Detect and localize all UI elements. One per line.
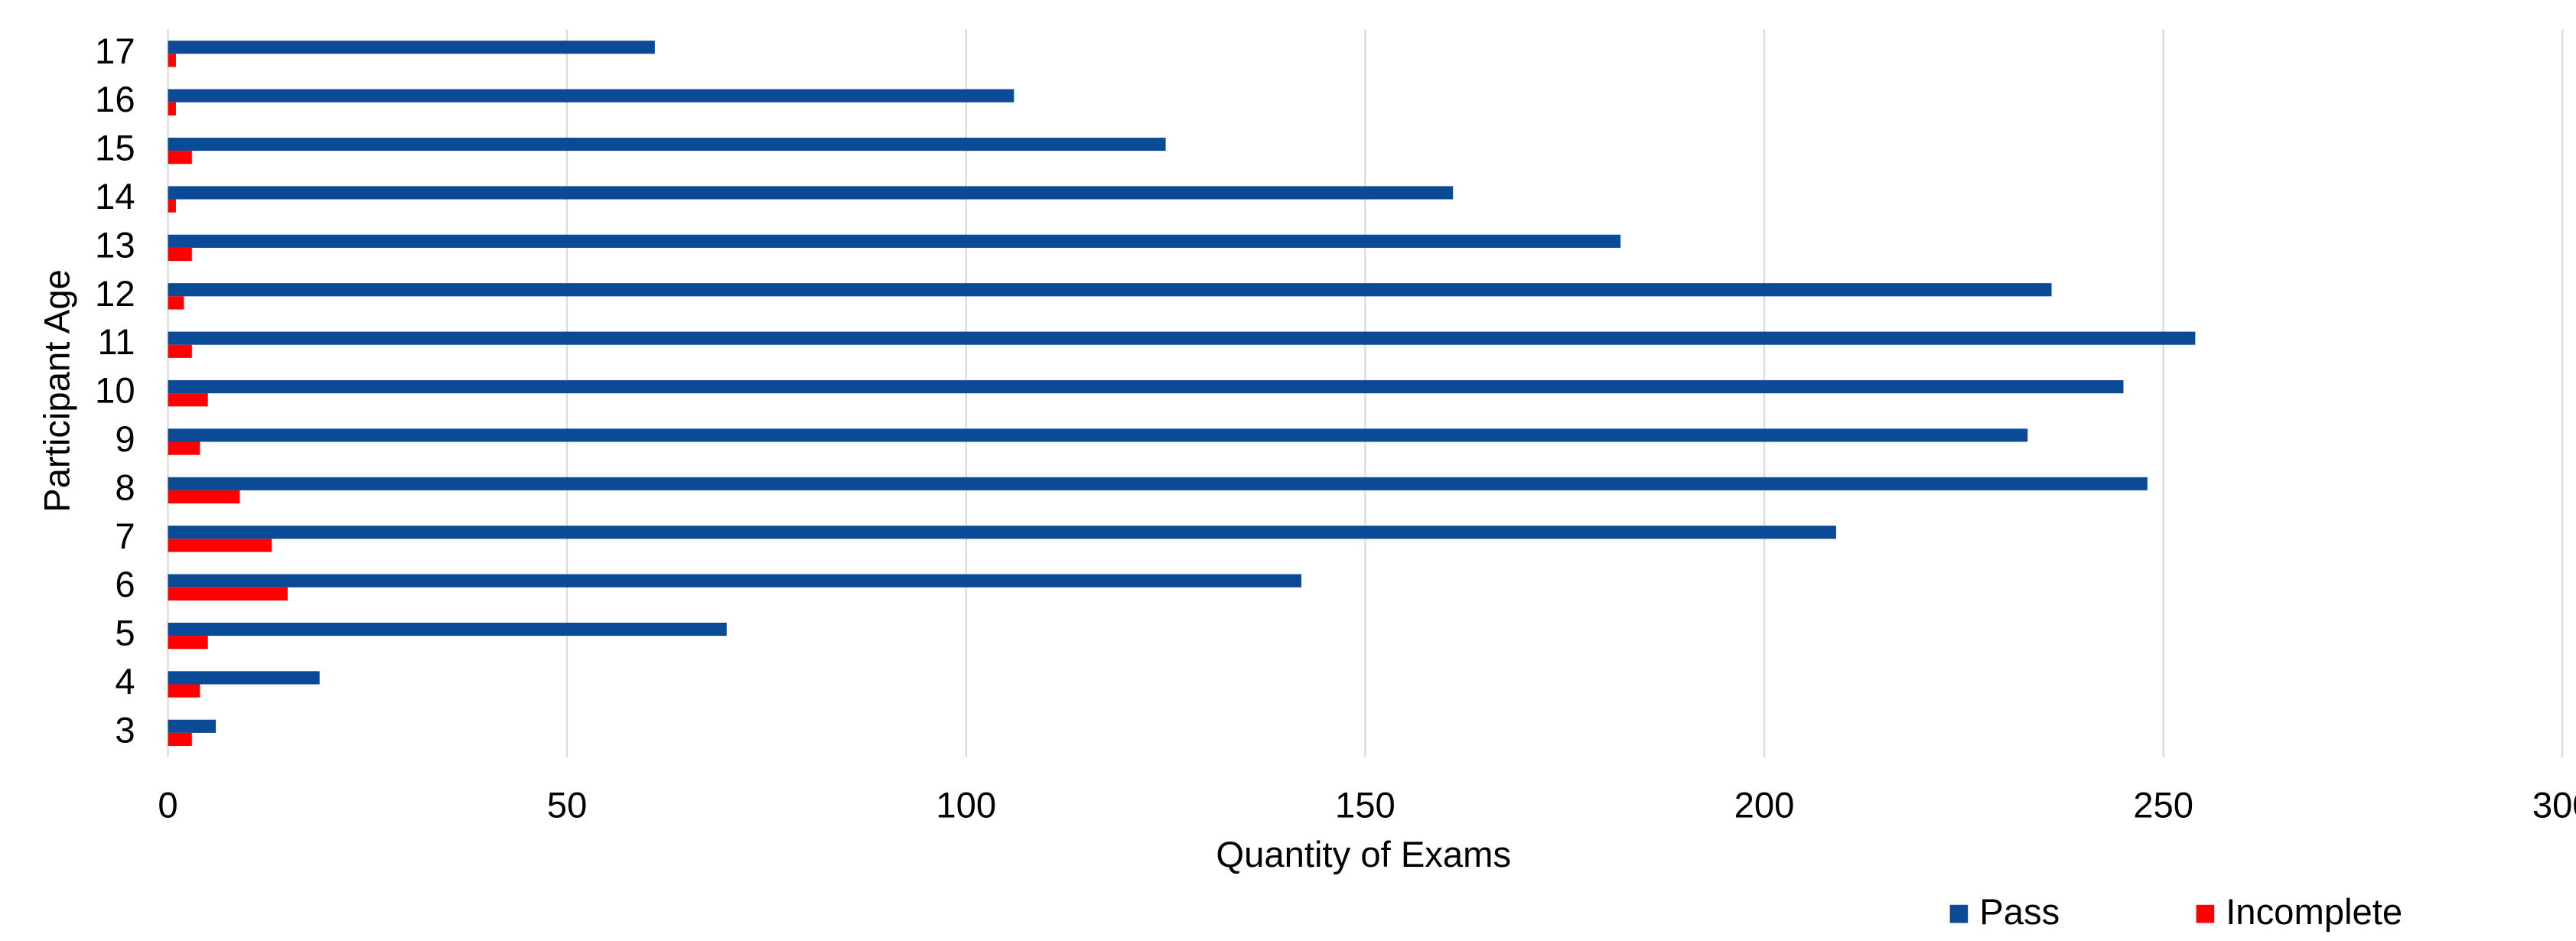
y-tick-label: 11	[98, 322, 135, 363]
x-axis-label: Quantity of Exams	[1216, 835, 1511, 875]
bar	[168, 587, 288, 601]
bar	[168, 622, 727, 637]
bar	[168, 490, 240, 504]
x-tick-label: 150	[1335, 786, 1395, 826]
bar	[168, 441, 200, 455]
bar	[168, 393, 208, 407]
x-tick-label: 300	[2532, 786, 2576, 826]
bar	[168, 54, 176, 67]
x-tick-label: 200	[1734, 786, 1795, 826]
y-tick-label: 5	[115, 614, 135, 654]
x-tick-label: 0	[158, 786, 177, 826]
y-tick-label: 3	[115, 710, 135, 751]
bar	[168, 283, 2052, 297]
bar	[168, 186, 1454, 200]
bar	[168, 247, 192, 262]
bar	[168, 684, 200, 698]
bar	[168, 89, 1014, 103]
bar	[168, 151, 192, 164]
bar	[168, 234, 1621, 248]
bar	[168, 636, 208, 650]
y-tick-label: 7	[115, 516, 135, 557]
bar	[168, 526, 1836, 539]
legend-label: Pass	[1979, 892, 2060, 933]
legend-swatch	[1949, 904, 1969, 923]
y-tick-label: 17	[95, 31, 135, 72]
x-tick-label: 50	[547, 786, 588, 826]
bar	[168, 732, 192, 747]
y-tick-label: 10	[95, 371, 135, 412]
bar	[168, 344, 192, 358]
bar	[168, 199, 176, 213]
bar	[168, 428, 2028, 442]
bar	[168, 137, 1166, 151]
bar	[168, 539, 272, 552]
y-tick-label: 12	[95, 274, 135, 314]
legend-swatch	[2196, 904, 2215, 923]
bar	[168, 41, 655, 54]
x-tick-label: 250	[2133, 786, 2193, 826]
legend-label: Incomplete	[2226, 892, 2402, 933]
y-tick-label: 4	[115, 662, 135, 702]
y-tick-label: 8	[115, 467, 135, 508]
y-tick-label: 6	[115, 565, 135, 605]
bar	[168, 477, 2148, 490]
y-tick-label: 16	[95, 80, 135, 120]
bar	[168, 574, 1301, 588]
y-tick-label: 15	[95, 129, 135, 169]
bar	[168, 102, 176, 116]
y-tick-label: 13	[95, 225, 135, 265]
y-axis-label: Participant Age	[37, 269, 77, 513]
bar	[168, 379, 2124, 394]
y-tick-label: 9	[115, 419, 135, 460]
bar	[168, 331, 2196, 345]
y-tick-label: 14	[95, 177, 135, 217]
bar	[168, 671, 320, 685]
bar	[168, 296, 184, 310]
x-tick-label: 100	[936, 786, 996, 826]
bar	[168, 719, 217, 733]
